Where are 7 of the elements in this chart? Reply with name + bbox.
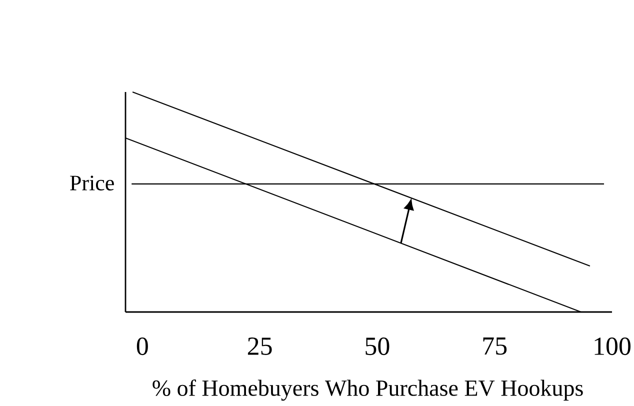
- x-tick-label: 50: [366, 338, 390, 356]
- x-tick-label: 0: [136, 338, 148, 356]
- x-tick-label: 25: [248, 338, 272, 355]
- y-axis-title: Price: [70, 176, 114, 190]
- x-tick-label: 75: [483, 338, 507, 355]
- x-tick-label: 100: [594, 338, 631, 356]
- x-axis-title: % of Homebuyers Who Purchase EV Hookups: [152, 380, 583, 401]
